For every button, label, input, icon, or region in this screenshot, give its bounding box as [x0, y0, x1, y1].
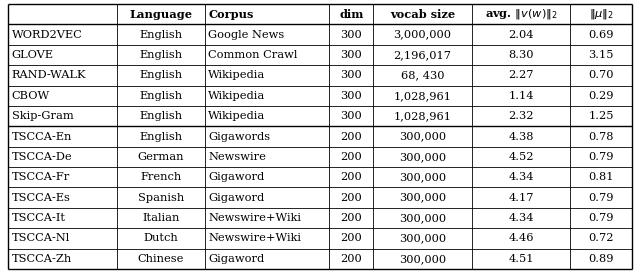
Text: 300: 300 [340, 91, 362, 101]
Text: Chinese: Chinese [138, 254, 184, 264]
Text: English: English [140, 70, 182, 80]
Text: 200: 200 [340, 213, 362, 223]
Text: 2.27: 2.27 [508, 70, 534, 80]
Text: 1,028,961: 1,028,961 [394, 91, 452, 101]
Text: Corpus: Corpus [209, 9, 253, 20]
Text: 3,000,000: 3,000,000 [394, 30, 452, 40]
Text: TSCCA-En: TSCCA-En [12, 132, 72, 141]
Text: TSCCA-Nl: TSCCA-Nl [12, 233, 70, 243]
Text: dim: dim [339, 9, 364, 20]
Text: 200: 200 [340, 233, 362, 243]
Text: 0.70: 0.70 [589, 70, 614, 80]
Text: 300,000: 300,000 [399, 172, 446, 182]
Text: German: German [138, 152, 184, 162]
Text: Common Crawl: Common Crawl [209, 50, 298, 60]
Text: 4.52: 4.52 [508, 152, 534, 162]
Text: 2.32: 2.32 [508, 111, 534, 121]
Text: 200: 200 [340, 172, 362, 182]
Text: 4.17: 4.17 [508, 193, 534, 203]
Text: 300: 300 [340, 50, 362, 60]
Text: English: English [140, 111, 182, 121]
Text: RAND-WALK: RAND-WALK [12, 70, 86, 80]
Text: TSCCA-Zh: TSCCA-Zh [12, 254, 72, 264]
Text: 1.14: 1.14 [508, 91, 534, 101]
Text: 200: 200 [340, 254, 362, 264]
Text: 300,000: 300,000 [399, 233, 446, 243]
Text: Newswire+Wiki: Newswire+Wiki [209, 233, 301, 243]
Text: WORD2VEC: WORD2VEC [12, 30, 83, 40]
Text: 4.38: 4.38 [508, 132, 534, 141]
Text: Italian: Italian [142, 213, 180, 223]
Text: TSCCA-De: TSCCA-De [12, 152, 72, 162]
Text: 2.04: 2.04 [508, 30, 534, 40]
Text: 0.79: 0.79 [589, 213, 614, 223]
Text: vocab size: vocab size [390, 9, 455, 20]
Text: 4.51: 4.51 [508, 254, 534, 264]
Text: Wikipedia: Wikipedia [209, 111, 266, 121]
Text: 300,000: 300,000 [399, 213, 446, 223]
Text: Skip-Gram: Skip-Gram [12, 111, 73, 121]
Text: 0.69: 0.69 [589, 30, 614, 40]
Text: 0.79: 0.79 [589, 152, 614, 162]
Text: 4.46: 4.46 [508, 233, 534, 243]
Text: 68, 430: 68, 430 [401, 70, 444, 80]
Text: Language: Language [129, 9, 193, 20]
Text: 3.15: 3.15 [589, 50, 614, 60]
Text: Gigaword: Gigaword [209, 254, 264, 264]
Text: $\Vert \mu \Vert_2$: $\Vert \mu \Vert_2$ [589, 7, 614, 21]
Text: Wikipedia: Wikipedia [209, 70, 266, 80]
Text: 300,000: 300,000 [399, 132, 446, 141]
Text: Wikipedia: Wikipedia [209, 91, 266, 101]
Text: 300: 300 [340, 70, 362, 80]
Text: TSCCA-Es: TSCCA-Es [12, 193, 70, 203]
Text: 0.72: 0.72 [589, 233, 614, 243]
Text: 0.81: 0.81 [589, 172, 614, 182]
Text: English: English [140, 50, 182, 60]
Text: 4.34: 4.34 [508, 213, 534, 223]
Text: GLOVE: GLOVE [12, 50, 54, 60]
Text: 1.25: 1.25 [589, 111, 614, 121]
Text: 0.29: 0.29 [589, 91, 614, 101]
Text: Newswire: Newswire [209, 152, 266, 162]
Text: 200: 200 [340, 193, 362, 203]
Text: 300,000: 300,000 [399, 152, 446, 162]
Text: 4.34: 4.34 [508, 172, 534, 182]
Text: Gigaword: Gigaword [209, 172, 264, 182]
Text: 200: 200 [340, 152, 362, 162]
Text: TSCCA-It: TSCCA-It [12, 213, 65, 223]
Text: Spanish: Spanish [138, 193, 184, 203]
Text: English: English [140, 91, 182, 101]
Text: 0.89: 0.89 [589, 254, 614, 264]
Text: 300,000: 300,000 [399, 193, 446, 203]
Text: Gigaword: Gigaword [209, 193, 264, 203]
Text: 1,028,961: 1,028,961 [394, 111, 452, 121]
Text: 8.30: 8.30 [508, 50, 534, 60]
Text: Google News: Google News [209, 30, 285, 40]
Text: TSCCA-Fr: TSCCA-Fr [12, 172, 70, 182]
Text: 300: 300 [340, 111, 362, 121]
Text: 300,000: 300,000 [399, 254, 446, 264]
Text: avg. $\Vert v(w) \Vert_2$: avg. $\Vert v(w) \Vert_2$ [484, 7, 557, 21]
Text: Dutch: Dutch [143, 233, 179, 243]
Text: Newswire+Wiki: Newswire+Wiki [209, 213, 301, 223]
Text: 0.78: 0.78 [589, 132, 614, 141]
Text: English: English [140, 132, 182, 141]
Text: 2,196,017: 2,196,017 [394, 50, 452, 60]
Text: English: English [140, 30, 182, 40]
Text: French: French [140, 172, 182, 182]
Text: Gigawords: Gigawords [209, 132, 271, 141]
Text: 300: 300 [340, 30, 362, 40]
Text: CBOW: CBOW [12, 91, 50, 101]
Text: 0.79: 0.79 [589, 193, 614, 203]
Text: 200: 200 [340, 132, 362, 141]
